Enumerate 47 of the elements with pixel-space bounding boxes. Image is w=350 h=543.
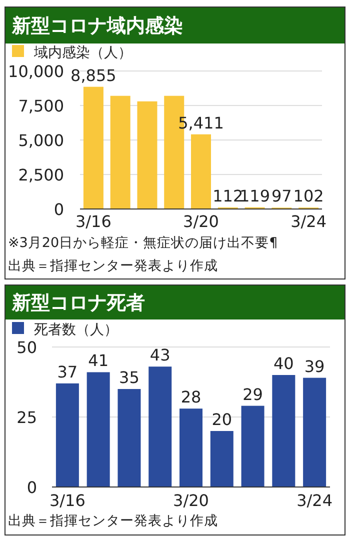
source-note: 出典＝指揮センター発表より作成	[8, 258, 218, 274]
bar	[86, 372, 110, 487]
bar	[56, 383, 79, 487]
data-label: 43	[150, 346, 170, 365]
legend-label: 域内感染（人）	[33, 45, 132, 61]
text: 8,855	[70, 66, 116, 85]
chart-title: 新型コロナ死者	[11, 292, 145, 314]
text: 119	[240, 186, 270, 206]
bar	[241, 406, 264, 487]
chart-title: 新型コロナ域内感染	[11, 15, 183, 37]
bar	[137, 101, 158, 209]
x-tick-label: 3/20	[173, 491, 209, 510]
bar	[110, 96, 130, 209]
bar	[180, 408, 202, 487]
y-tick-label: 7,500	[18, 96, 64, 116]
bar	[191, 134, 211, 209]
data-label: 29	[242, 384, 263, 404]
data-label: 20	[212, 410, 232, 429]
x-tick-label: 3/20	[183, 212, 219, 231]
bar	[272, 375, 296, 487]
y-tick-label: 25	[16, 408, 37, 427]
y-tick-label: 50	[16, 338, 37, 357]
data-label: 28	[180, 388, 202, 407]
x-tick-label: 3/24	[290, 212, 327, 231]
x-tick-label: 3/16	[49, 491, 86, 510]
bar	[148, 366, 172, 487]
x-tick-label: 3/24	[296, 491, 333, 510]
y-tick-label: 0	[26, 478, 37, 497]
data-label: 39	[304, 356, 325, 376]
bar	[83, 86, 104, 209]
x-tick-label: 3/16	[75, 212, 112, 231]
y-tick-label: 10,000	[8, 62, 64, 81]
data-label: 37	[57, 362, 78, 382]
text: ※3月20日から軽症・無症状の届け出不要¶	[8, 235, 278, 251]
bar	[118, 389, 141, 487]
bar	[303, 378, 326, 487]
y-tick-label: 5,000	[18, 131, 64, 150]
source-note: 出典＝指揮センター発表より作成	[8, 513, 218, 529]
text: 102	[293, 186, 324, 206]
legend-label: 死者数（人）	[34, 322, 118, 338]
data-label: 35	[119, 368, 140, 387]
bar	[210, 431, 234, 487]
data-label: 40	[273, 354, 294, 373]
text: 97	[271, 186, 292, 206]
data-label: 41	[88, 351, 109, 370]
y-tick-label: 0	[54, 200, 64, 219]
y-tick-label: 2,500	[18, 166, 64, 184]
